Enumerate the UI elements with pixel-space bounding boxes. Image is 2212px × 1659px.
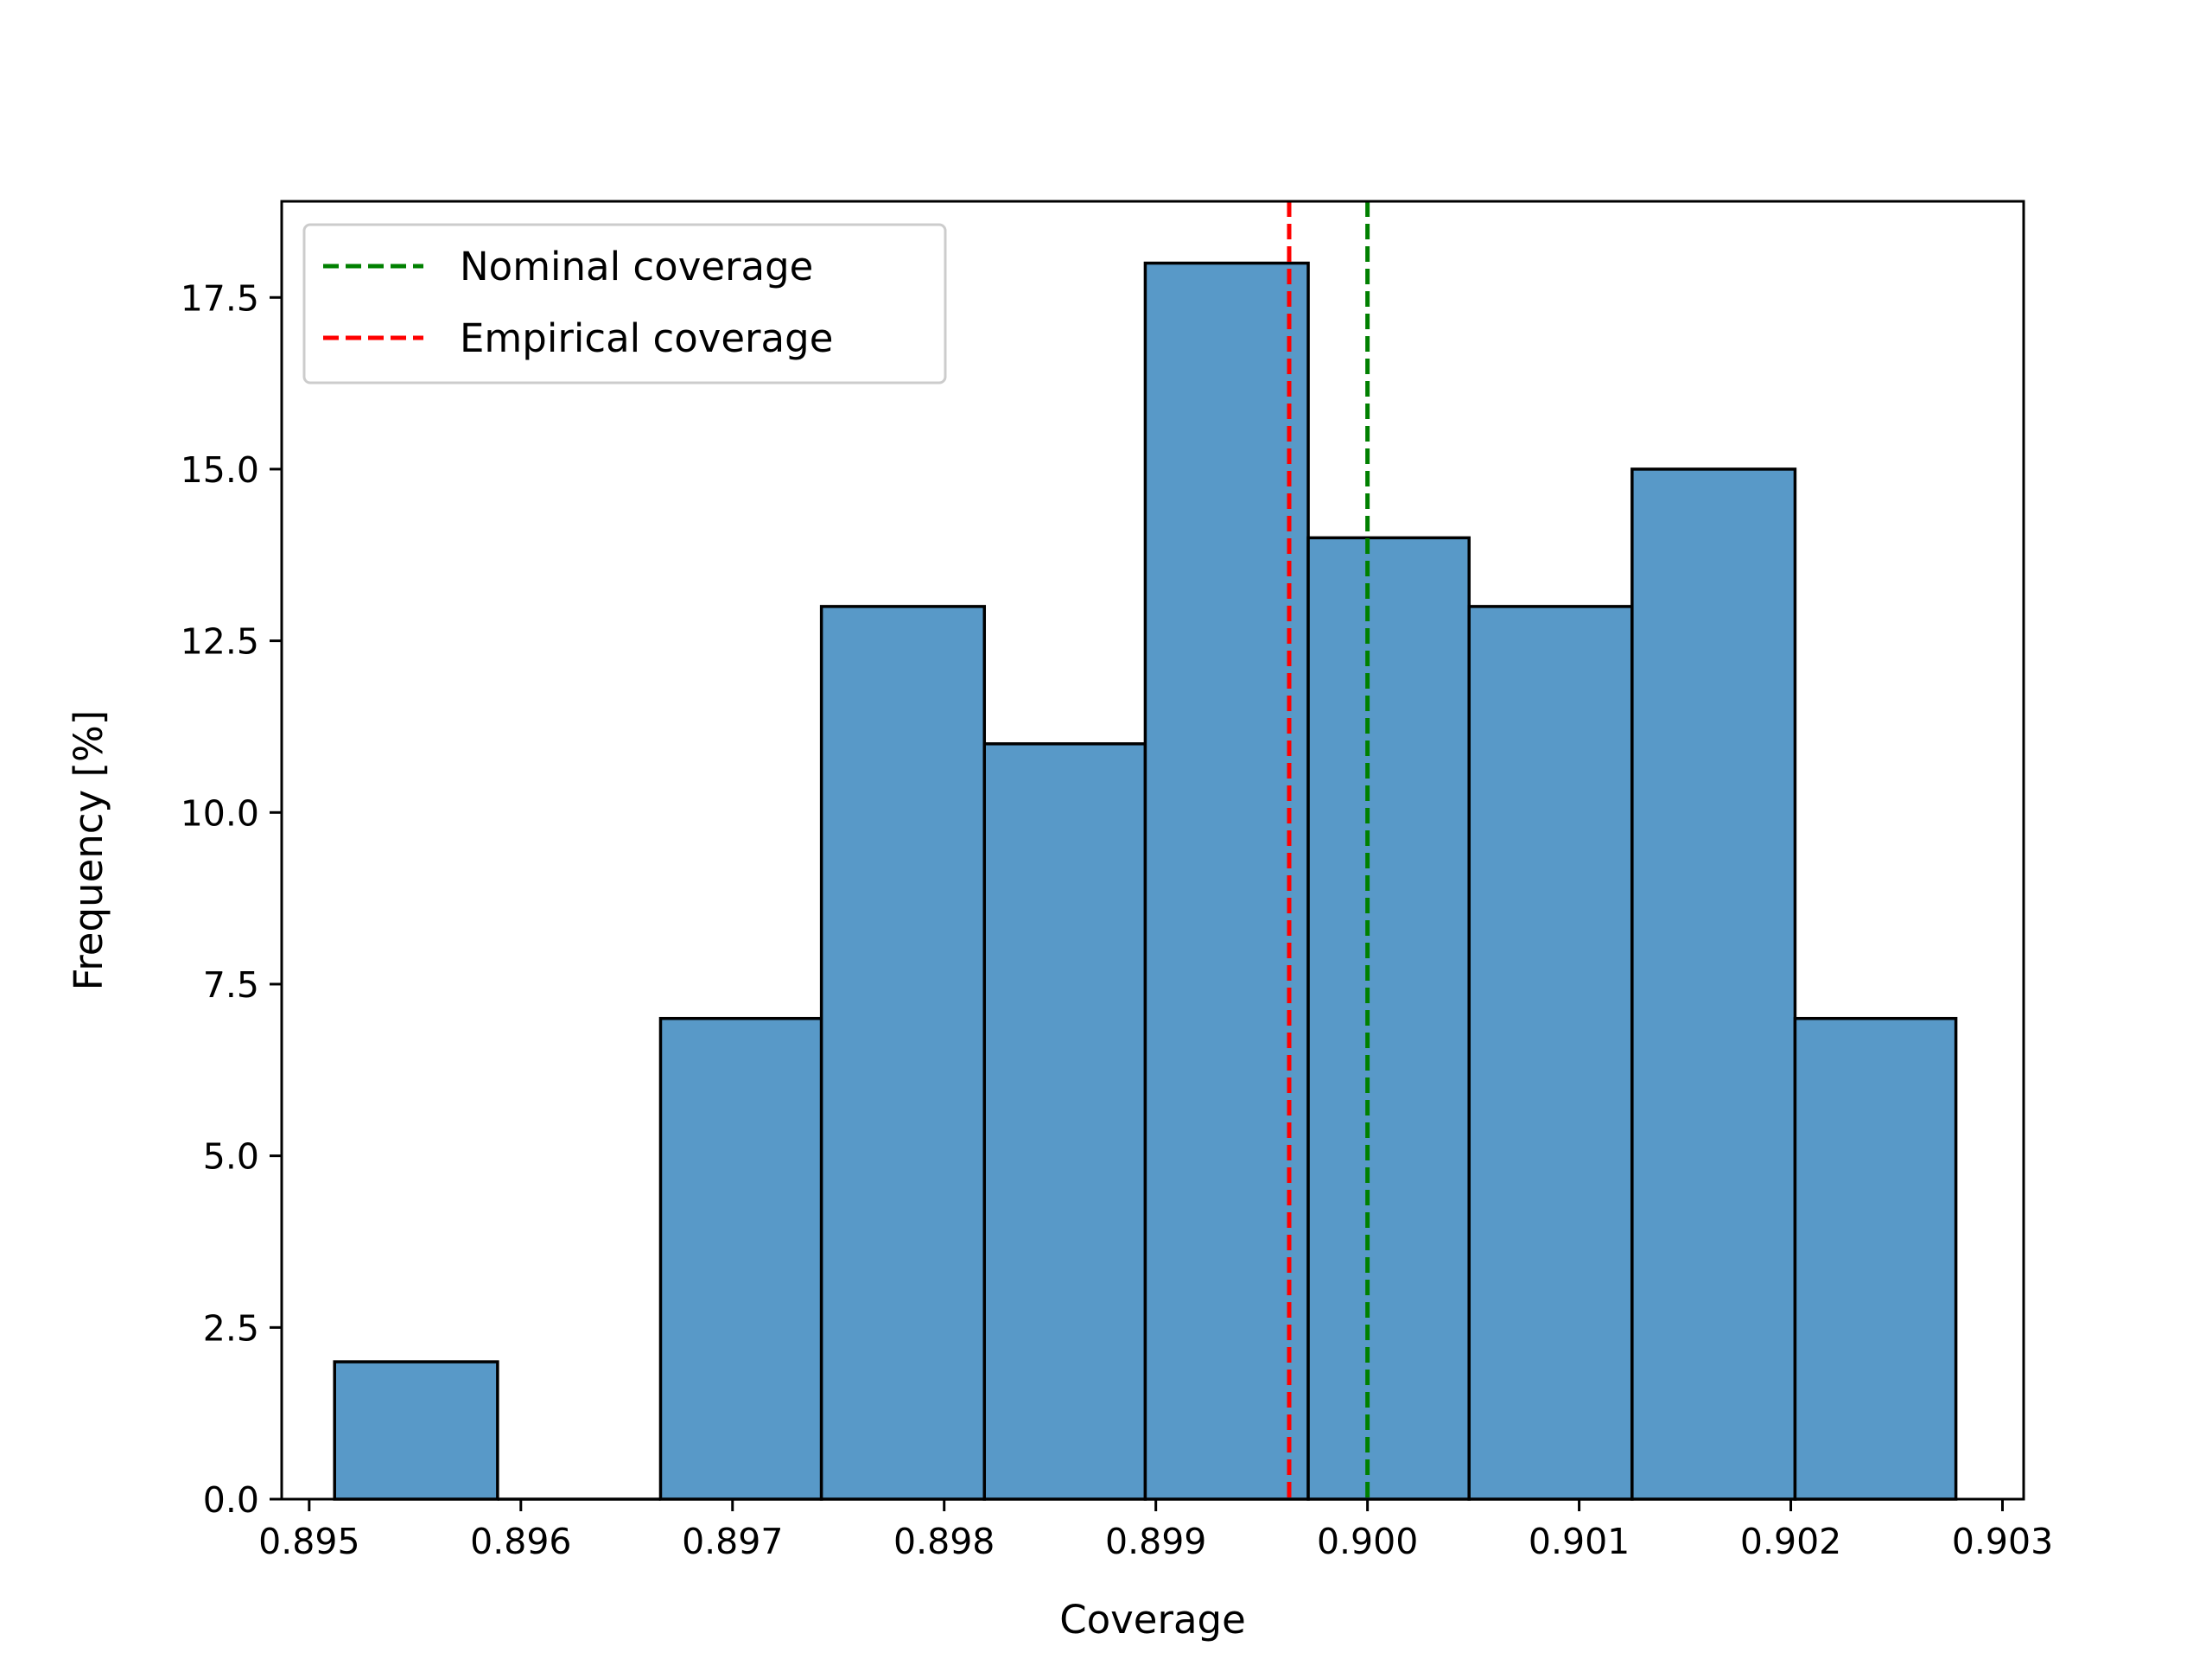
y-tick-label: 2.5 <box>203 1307 259 1349</box>
y-axis-ticks: 0.0 2.5 5.0 7.5 10.0 12.5 15.0 17.5 <box>181 277 282 1521</box>
x-tick-label: 0.895 <box>258 1521 359 1562</box>
legend-box <box>302 223 947 385</box>
x-axis-label: Coverage <box>1059 1597 1246 1643</box>
legend-label-empirical: Empirical coverage <box>460 315 833 361</box>
histogram-bar-5 <box>982 742 1147 1501</box>
x-tick-label: 0.899 <box>1105 1521 1206 1562</box>
x-tick-label: 0.901 <box>1529 1521 1630 1562</box>
x-tick-label: 0.898 <box>893 1521 995 1562</box>
y-tick-label: 12.5 <box>181 621 259 663</box>
histogram-bar-7 <box>1306 536 1471 1501</box>
histogram-bar-1 <box>333 1360 499 1501</box>
y-axis-label: Frequency [%] <box>66 710 111 991</box>
histogram-bar-8 <box>1467 605 1634 1501</box>
x-tick-label: 0.896 <box>470 1521 571 1562</box>
legend-label-nominal: Nominal coverage <box>460 244 813 289</box>
x-tick-label: 0.902 <box>1740 1521 1841 1562</box>
y-tick-label: 10.0 <box>181 792 259 834</box>
histogram-bar-9 <box>1630 467 1797 1501</box>
histogram-bar-10 <box>1793 1016 1958 1501</box>
plot-area-frame <box>280 200 2025 1501</box>
y-tick-label: 0.0 <box>203 1479 259 1521</box>
histogram-bar-4 <box>819 605 987 1501</box>
histogram-bars <box>333 261 1958 1501</box>
y-tick-label: 5.0 <box>203 1136 259 1178</box>
y-tick-label: 7.5 <box>203 964 259 1006</box>
y-tick-label: 15.0 <box>181 449 259 491</box>
histogram-bar-3 <box>658 1016 823 1501</box>
y-tick-label: 17.5 <box>181 277 259 319</box>
legend: Nominal coverage Empirical coverage <box>302 223 947 385</box>
x-tick-label: 0.900 <box>1317 1521 1418 1562</box>
x-tick-label: 0.897 <box>682 1521 783 1562</box>
x-tick-label: 0.903 <box>1952 1521 2053 1562</box>
x-axis-ticks: 0.895 0.896 0.897 0.898 0.899 0.900 0.901 0.902… <box>258 1499 2053 1562</box>
reference-lines <box>1287 201 1370 1499</box>
histogram-bar-6 <box>1143 261 1310 1501</box>
